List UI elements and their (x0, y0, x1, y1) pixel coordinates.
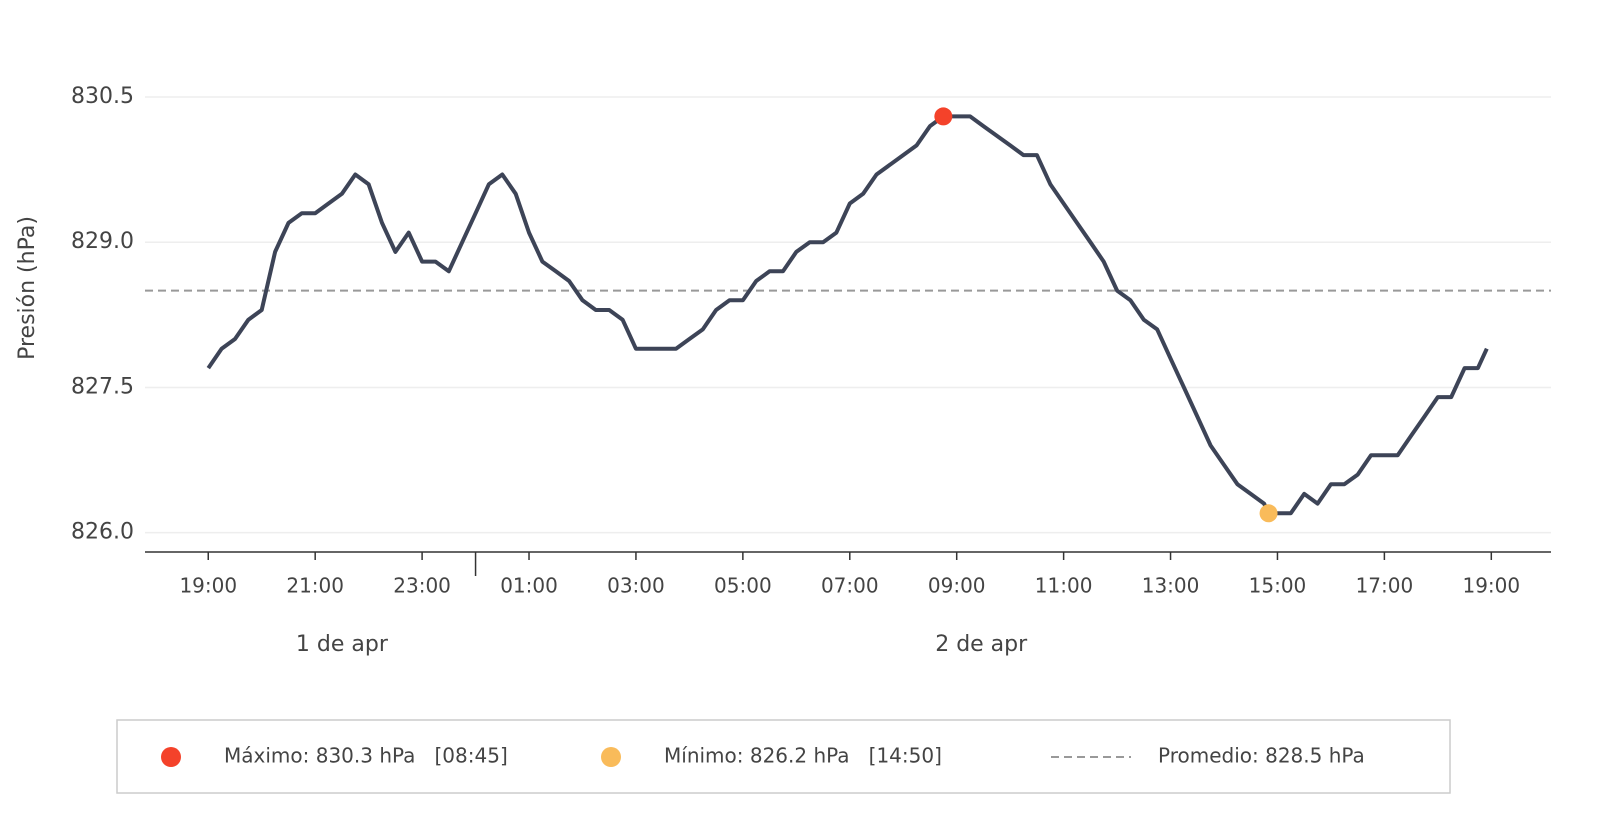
legend-mean-label: Promedio: 828.5 hPa (1158, 744, 1365, 768)
x-tick-label: 19:00 (1462, 574, 1520, 598)
x-tick-label: 21:00 (286, 574, 344, 598)
x-tick-label: 17:00 (1356, 574, 1414, 598)
x-tick-label: 23:00 (393, 574, 451, 598)
x-tick-label: 19:00 (179, 574, 237, 598)
legend-box (116, 719, 1451, 794)
legend-min-label: Mínimo: 826.2 hPa [14:50] (664, 744, 942, 768)
y-tick-label: 827.5 (71, 374, 134, 399)
day-label: 2 de apr (935, 632, 1028, 657)
y-tick-label: 829.0 (71, 229, 134, 254)
y-tick-label: 830.5 (71, 84, 134, 109)
x-tick-label: 03:00 (607, 574, 665, 598)
legend-max-swatch (161, 747, 181, 767)
x-tick-label: 15:00 (1249, 574, 1307, 598)
y-axis-label: Presión (hPa) (15, 216, 40, 360)
x-tick-label: 09:00 (928, 574, 986, 598)
min-marker (1259, 504, 1278, 523)
max-marker (934, 107, 953, 126)
x-tick-label: 05:00 (714, 574, 772, 598)
y-tick-label: 826.0 (71, 520, 134, 545)
x-tick-label: 11:00 (1035, 574, 1093, 598)
x-tick-label: 13:00 (1142, 574, 1200, 598)
day-label: 1 de apr (296, 632, 389, 657)
x-tick-label: 01:00 (500, 574, 558, 598)
x-tick-label: 07:00 (821, 574, 879, 598)
legend-min-swatch (601, 747, 621, 767)
pressure-line (206, 114, 1489, 516)
legend-max-label: Máximo: 830.3 hPa [08:45] (224, 744, 508, 768)
